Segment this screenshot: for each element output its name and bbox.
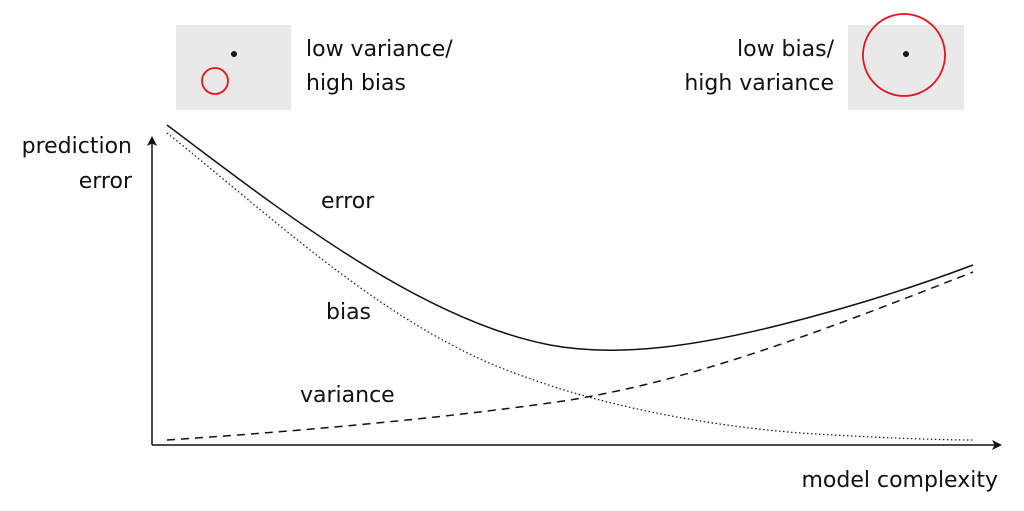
bias-curve-label: bias	[326, 300, 372, 325]
inset-left-label-line2: high bias	[306, 71, 406, 96]
target-point-right	[903, 51, 909, 57]
inset-right-label-line1: low bias/	[737, 37, 834, 62]
error-curve	[166, 124, 974, 351]
variance-curve-label: variance	[300, 383, 395, 408]
spread-ring-right	[862, 13, 946, 97]
y-axis-label-line2: error	[78, 169, 132, 194]
y-axis-label-line1: prediction	[21, 134, 132, 159]
inset-panel-left	[176, 25, 291, 110]
inset-right-label-line2: high variance	[684, 71, 834, 96]
variance-curve	[166, 271, 974, 441]
target-point-left	[231, 51, 237, 57]
inset-left-label-line1: low variance/	[306, 37, 453, 62]
x-axis-label: model complexity	[801, 468, 999, 493]
spread-ring-left	[201, 67, 229, 95]
error-curve-label: error	[321, 189, 375, 214]
bias-curve	[166, 132, 974, 441]
